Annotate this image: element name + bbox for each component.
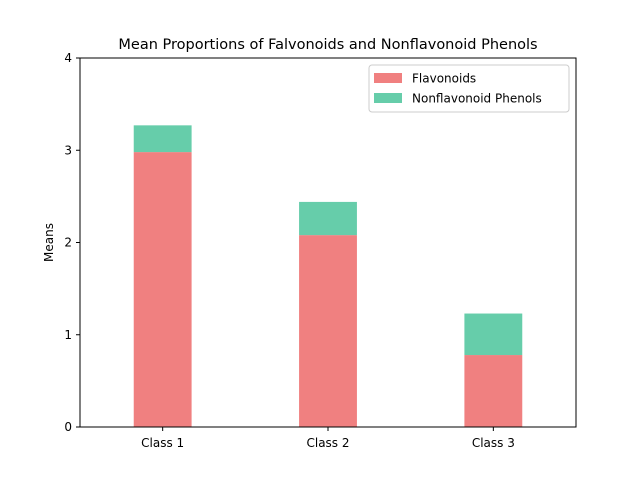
- bar-class-1-series-1: [133, 125, 192, 153]
- y-tick-label: 1: [64, 328, 72, 342]
- legend-label: Nonflavonoid Phenols: [412, 92, 542, 106]
- legend-box: [368, 64, 570, 113]
- y-tick-label: 3: [64, 143, 72, 157]
- x-tick-label: Class 2: [306, 436, 349, 450]
- legend-swatch: [374, 73, 402, 83]
- x-tick-label: Class 3: [472, 436, 515, 450]
- y-tick-label: 4: [64, 51, 72, 65]
- chart-title: Mean Proportions of Falvonoids and Nonfl…: [118, 37, 537, 53]
- x-tick-label: Class 1: [141, 436, 184, 450]
- legend: Flavonoids Nonflavonoid Phenols: [368, 64, 570, 113]
- bar-class-2-series-1: [299, 201, 357, 236]
- y-tick-label: 2: [64, 236, 72, 250]
- y-tick-label: 0: [64, 420, 72, 434]
- bar-class-1-series-0: [133, 152, 192, 427]
- legend-swatch: [374, 93, 402, 103]
- legend-label: Flavonoids: [412, 72, 476, 86]
- y-axis: 0 1 2 3 4: [64, 51, 80, 434]
- y-axis-label: Means: [42, 223, 56, 262]
- bar-class-2-series-0: [299, 235, 357, 427]
- plot-frame: [79, 57, 577, 428]
- bars-group: [133, 125, 523, 427]
- bar-class-3-series-1: [464, 313, 523, 356]
- bar-class-3-series-0: [464, 355, 523, 427]
- x-axis: Class 1 Class 2 Class 3: [141, 427, 515, 450]
